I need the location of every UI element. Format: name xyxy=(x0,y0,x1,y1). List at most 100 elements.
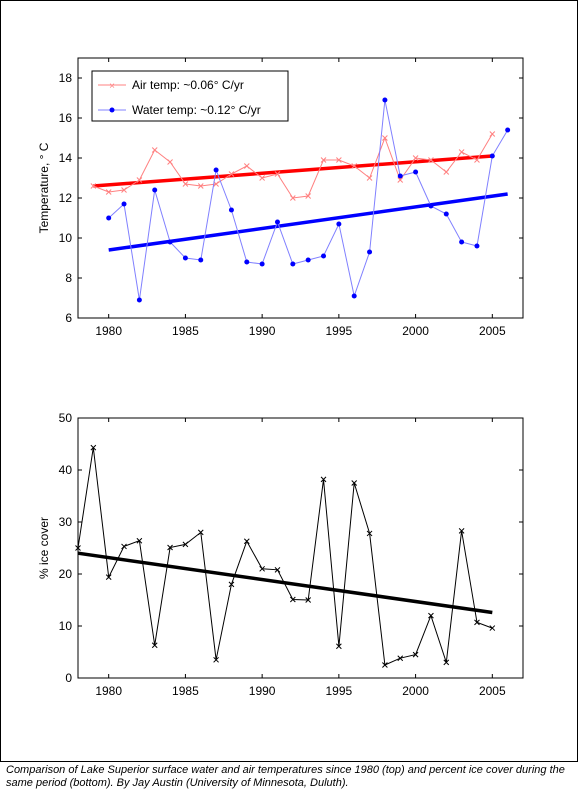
ice-trend-line-0 xyxy=(77,551,493,615)
temp-data-point-1 xyxy=(136,297,142,303)
temp-data-point-0 xyxy=(121,187,127,193)
legend-air-marker: × xyxy=(109,81,115,92)
figure-caption: Comparison of Lake Superior surface wate… xyxy=(6,764,565,789)
temp-data-point-0 xyxy=(197,183,204,189)
temp-data-point-1 xyxy=(228,207,234,213)
ice-data-point-0 xyxy=(489,625,496,631)
temp-x-tick-label: 2005 xyxy=(479,324,506,338)
temp-data-point-0 xyxy=(167,159,173,165)
temp-data-point-0 xyxy=(412,155,419,161)
ice-data-point-0 xyxy=(167,544,173,551)
ice-data-point-0 xyxy=(366,530,373,537)
ice-data-point-0 xyxy=(105,574,112,580)
temp-data-point-0 xyxy=(336,157,342,163)
legend-water-label: Water temp: ~0.12° C/yr xyxy=(132,103,261,117)
temp-data-point-0 xyxy=(351,163,358,169)
temp-data-point-0 xyxy=(243,163,250,169)
legend-air-label: Air temp: ~0.06° C/yr xyxy=(132,78,244,92)
ice-x-tick-label: 1995 xyxy=(326,684,353,698)
ice-data-point-0 xyxy=(351,480,358,486)
ice-y-tick-label: 50 xyxy=(59,411,73,425)
temperature-chart: 1980 1985 1990 1995 2000 2005 6 8 10 12 14 16 18 Tem… xyxy=(37,57,524,338)
temp-data-point-0 xyxy=(228,171,235,177)
temp-data-point-0 xyxy=(105,189,112,195)
temp-data-point-0 xyxy=(182,181,189,187)
ice-data-point-0 xyxy=(443,659,450,666)
temp-data-point-0 xyxy=(443,169,450,175)
temp-data-point-0 xyxy=(428,157,434,163)
ice-data-point-0 xyxy=(428,612,434,619)
ice-data-point-0 xyxy=(289,596,296,603)
temp-x-tick-label: 1985 xyxy=(172,324,199,338)
temp-data-point-0 xyxy=(289,195,296,201)
ice-data-point-0 xyxy=(397,655,404,662)
temp-data-point-1 xyxy=(259,261,265,267)
temp-y-tick-label: 12 xyxy=(59,191,73,205)
temperature-legend: × Air temp: ~0.06° C/yr Water temp: ~0.1… xyxy=(91,70,289,122)
temp-data-point-0 xyxy=(151,147,158,153)
ice-x-tick-label: 2005 xyxy=(479,684,506,698)
temp-y-tick-label: 18 xyxy=(59,71,73,85)
ice-x-tick-label: 1985 xyxy=(172,684,199,698)
temp-data-point-1 xyxy=(305,257,311,263)
temp-data-point-1 xyxy=(106,215,112,221)
ice-data-point-0 xyxy=(259,565,265,572)
temp-data-point-1 xyxy=(152,187,158,193)
temp-data-point-0 xyxy=(382,135,388,141)
temp-data-point-0 xyxy=(397,177,404,183)
temp-data-point-0 xyxy=(489,131,496,137)
ice-y-tick-label: 30 xyxy=(59,515,73,529)
figure-frame xyxy=(0,0,578,762)
temperature-y-axis-label: Temperature, ° C xyxy=(37,142,51,233)
ice-data-point-0 xyxy=(274,566,281,573)
temp-data-point-1 xyxy=(244,259,250,265)
ice-y-tick-label: 20 xyxy=(59,567,73,581)
temp-data-point-1 xyxy=(336,221,342,227)
ice-data-point-0 xyxy=(197,529,204,536)
ice-data-point-0 xyxy=(151,642,158,649)
ice-data-point-0 xyxy=(474,619,480,626)
ice-y-tick-label: 10 xyxy=(59,619,73,633)
temp-y-tick-label: 10 xyxy=(59,231,73,245)
ice-data-point-0 xyxy=(136,537,143,544)
temp-y-tick-label: 6 xyxy=(65,311,72,325)
temp-data-point-0 xyxy=(366,175,373,181)
temp-data-point-1 xyxy=(121,201,127,207)
ice-data-point-0 xyxy=(458,527,465,534)
temp-x-tick-label: 1995 xyxy=(326,324,353,338)
temp-data-point-1 xyxy=(443,211,449,217)
temp-data-point-1 xyxy=(459,239,465,245)
ice-data-point-0 xyxy=(228,581,235,588)
ice-x-tick-label: 2000 xyxy=(402,684,429,698)
ice-y-tick-label: 40 xyxy=(59,463,73,477)
ice-data-point-0 xyxy=(75,545,81,551)
temp-data-point-1 xyxy=(321,253,327,259)
ice-data-point-0 xyxy=(243,538,250,545)
ice-y-axis-label: % ice cover xyxy=(37,517,51,579)
temp-data-point-0 xyxy=(305,193,312,199)
temp-data-point-1 xyxy=(351,293,357,299)
temp-data-point-1 xyxy=(290,261,296,267)
temp-data-point-1 xyxy=(382,97,388,103)
temp-x-tick-label: 1990 xyxy=(249,324,276,338)
temp-data-point-1 xyxy=(167,239,173,245)
ice-y-tick-label: 0 xyxy=(65,671,72,685)
temp-data-point-0 xyxy=(90,183,97,189)
temp-trend-line-1 xyxy=(108,192,508,252)
ice-data-point-0 xyxy=(382,662,388,668)
temp-y-tick-label: 16 xyxy=(59,111,73,125)
temp-data-point-0 xyxy=(458,149,465,155)
temp-y-tick-label: 8 xyxy=(65,271,72,285)
ice-plot-area xyxy=(77,417,524,679)
ice-data-point-0 xyxy=(213,656,219,663)
legend-box xyxy=(91,70,289,122)
temp-x-tick-label: 2000 xyxy=(402,324,429,338)
temp-data-point-1 xyxy=(428,203,434,209)
ice-data-point-0 xyxy=(90,444,97,451)
temp-data-point-0 xyxy=(320,157,327,163)
temp-data-point-0 xyxy=(474,157,480,163)
temp-data-point-1 xyxy=(367,249,373,255)
temp-data-point-1 xyxy=(505,127,511,133)
ice-data-point-0 xyxy=(320,476,327,483)
ice-data-point-0 xyxy=(305,597,312,603)
